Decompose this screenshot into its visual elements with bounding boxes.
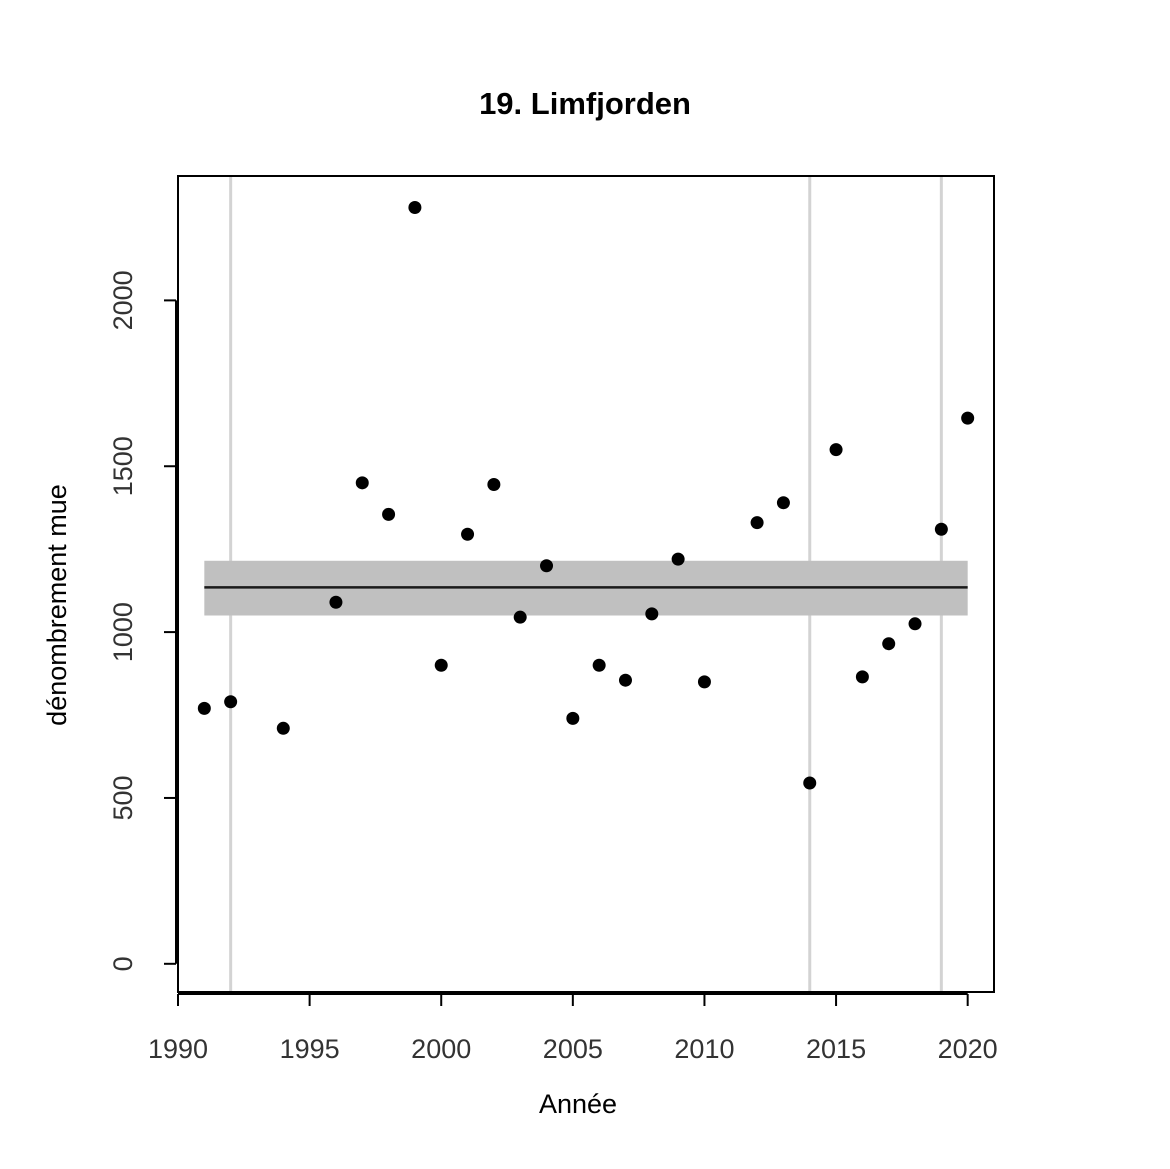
data-point xyxy=(276,721,290,735)
data-point xyxy=(934,522,948,536)
x-tick-label: 2010 xyxy=(674,1034,734,1064)
x-tick-label: 2020 xyxy=(938,1034,998,1064)
x-tick-label: 2000 xyxy=(411,1034,471,1064)
data-point xyxy=(355,476,369,490)
data-point xyxy=(329,595,343,609)
y-tick-label: 1000 xyxy=(108,602,138,662)
data-point xyxy=(513,610,527,624)
data-point xyxy=(697,675,711,689)
x-tick-label: 2015 xyxy=(806,1034,866,1064)
chart-title: 19. Limfjorden xyxy=(479,86,691,121)
data-point xyxy=(829,443,843,457)
data-point xyxy=(461,527,475,541)
y-tick-label: 2000 xyxy=(108,270,138,330)
data-point xyxy=(671,552,685,566)
data-point xyxy=(908,617,922,631)
data-point xyxy=(566,711,580,725)
x-axis-title: Année xyxy=(539,1089,617,1119)
x-tick-label: 1995 xyxy=(280,1034,340,1064)
data-point xyxy=(592,658,606,672)
plot-frame xyxy=(177,175,995,993)
y-tick-label: 0 xyxy=(108,956,138,971)
x-tick-label: 2005 xyxy=(543,1034,603,1064)
y-axis-title: dénombrement mue xyxy=(42,484,72,726)
data-point xyxy=(408,201,422,215)
data-point xyxy=(882,637,896,651)
data-point xyxy=(803,776,817,790)
data-point xyxy=(618,673,632,687)
data-point xyxy=(855,670,869,684)
data-point xyxy=(540,559,554,573)
data-point xyxy=(224,695,238,709)
data-point xyxy=(645,607,659,621)
data-point xyxy=(776,496,790,510)
data-point xyxy=(197,701,211,715)
y-tick-label: 500 xyxy=(108,775,138,820)
plot-layer: 1990 1995 2000 2005 2010 2015 2020 0 500 1000 1500… xyxy=(108,175,998,1064)
data-point xyxy=(961,411,975,425)
data-point xyxy=(750,516,764,530)
x-tick-label: 1990 xyxy=(148,1034,208,1064)
data-point xyxy=(434,658,448,672)
data-point xyxy=(487,477,501,491)
y-tick-label: 1500 xyxy=(108,436,138,496)
data-point xyxy=(382,507,396,521)
